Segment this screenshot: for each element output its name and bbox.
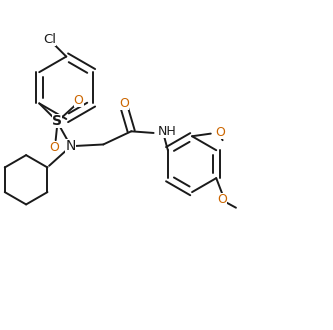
Text: O: O xyxy=(215,126,225,139)
Text: O: O xyxy=(217,193,227,206)
Text: NH: NH xyxy=(158,125,177,138)
Text: N: N xyxy=(65,139,76,153)
Text: Cl: Cl xyxy=(43,33,56,46)
Text: O: O xyxy=(74,94,84,107)
Text: O: O xyxy=(49,141,59,154)
Text: O: O xyxy=(119,97,129,110)
Text: S: S xyxy=(52,115,62,128)
